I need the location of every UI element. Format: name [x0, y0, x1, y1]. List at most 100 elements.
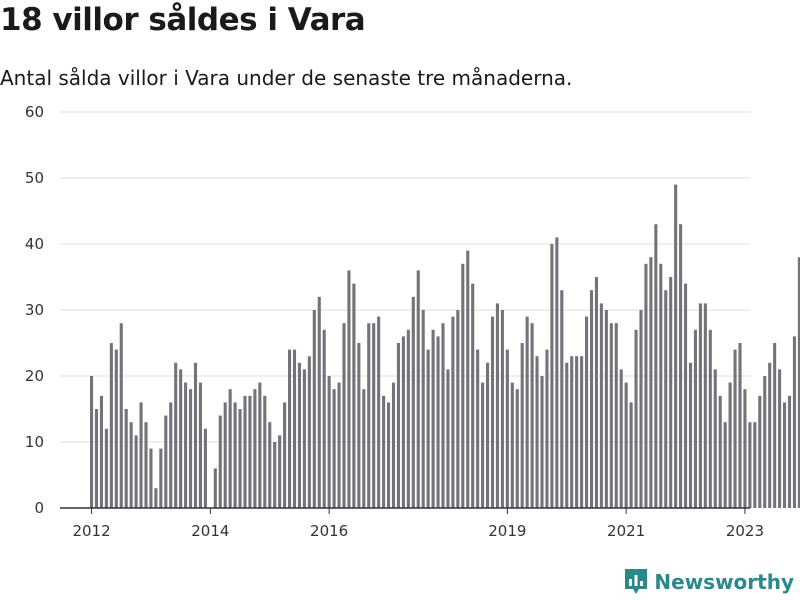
bar — [421, 310, 425, 508]
bar — [495, 303, 499, 508]
bar — [446, 369, 450, 508]
x-tick-labels: 2012201420162019202120232025 — [72, 522, 764, 540]
bar — [456, 310, 460, 508]
y-tick-label: 0 — [34, 499, 44, 517]
x-tick-label: 2012 — [72, 522, 110, 540]
bar — [377, 316, 381, 508]
x-tick-label: 2016 — [310, 522, 348, 540]
bar — [520, 343, 524, 508]
bar — [659, 263, 663, 508]
bar — [317, 296, 321, 508]
bar — [288, 349, 292, 508]
bar — [599, 303, 603, 508]
bar — [753, 422, 757, 508]
x-tick-label: 2019 — [488, 522, 526, 540]
bar — [297, 362, 301, 508]
bar — [193, 362, 198, 508]
bar — [580, 356, 584, 508]
bar — [688, 362, 693, 508]
bar — [223, 402, 227, 508]
bar — [540, 376, 544, 508]
bar — [292, 349, 297, 508]
bar — [154, 488, 158, 508]
bar — [134, 435, 138, 508]
bar — [312, 310, 316, 508]
bar — [773, 343, 777, 508]
bar — [466, 250, 470, 508]
bar — [322, 329, 326, 508]
bar — [525, 316, 529, 508]
bar — [787, 395, 792, 508]
bar — [94, 409, 99, 508]
bar — [733, 349, 737, 508]
bar — [476, 349, 480, 508]
bar — [189, 389, 193, 508]
bar — [129, 422, 133, 508]
bar — [268, 422, 272, 508]
x-tick-label: 2021 — [607, 522, 645, 540]
bar — [347, 270, 351, 508]
y-tick-label: 60 — [25, 103, 44, 121]
bar — [169, 402, 173, 508]
bar — [664, 290, 668, 508]
bar — [609, 323, 613, 508]
bar — [411, 296, 415, 508]
bar — [738, 343, 742, 508]
bar — [253, 389, 257, 508]
bar — [718, 395, 722, 508]
bar — [104, 428, 108, 508]
bar — [302, 369, 306, 508]
bar — [768, 362, 772, 508]
bar — [238, 409, 242, 508]
bar — [624, 382, 628, 508]
bar — [589, 290, 594, 508]
bar — [243, 395, 247, 508]
chart-title: 18 villor såldes i Vara — [0, 2, 366, 38]
bar — [198, 382, 202, 508]
bar — [693, 329, 697, 508]
x-tick-label: 2023 — [726, 522, 764, 540]
bars — [90, 184, 800, 508]
bar — [490, 316, 495, 508]
bar — [515, 389, 519, 508]
bar — [481, 382, 485, 508]
bar — [535, 356, 539, 508]
bar — [545, 349, 549, 508]
chart-subtitle: Antal sålda villor i Vara under de senas… — [0, 66, 573, 90]
bar — [149, 448, 153, 508]
bar — [614, 323, 618, 508]
bar — [703, 303, 707, 508]
bar — [629, 402, 633, 508]
brand-logo[interactable]: Newsworthy — [624, 568, 794, 596]
bar — [90, 376, 94, 508]
bar — [144, 422, 148, 508]
bar — [273, 442, 277, 508]
bar — [263, 395, 267, 508]
bar — [654, 224, 658, 508]
bar — [327, 376, 331, 508]
bar — [406, 329, 410, 508]
x-axis — [60, 507, 750, 514]
bar — [258, 382, 262, 508]
bar — [679, 224, 683, 508]
bar — [585, 316, 589, 508]
bar — [486, 362, 490, 508]
bar — [604, 310, 608, 508]
bar — [669, 277, 673, 508]
bar — [307, 356, 311, 508]
bar — [342, 323, 346, 508]
bar — [634, 329, 638, 508]
bar — [560, 290, 564, 508]
bar — [391, 382, 396, 508]
bar — [372, 323, 376, 508]
bar — [510, 382, 514, 508]
bar — [184, 382, 188, 508]
y-tick-label: 50 — [25, 169, 44, 187]
bar — [352, 283, 356, 508]
y-tick-labels: 0 10 20 30 40 50 60 — [25, 103, 44, 517]
bar — [179, 369, 183, 508]
bar — [213, 468, 217, 508]
bar — [357, 343, 361, 508]
bar — [164, 415, 168, 508]
